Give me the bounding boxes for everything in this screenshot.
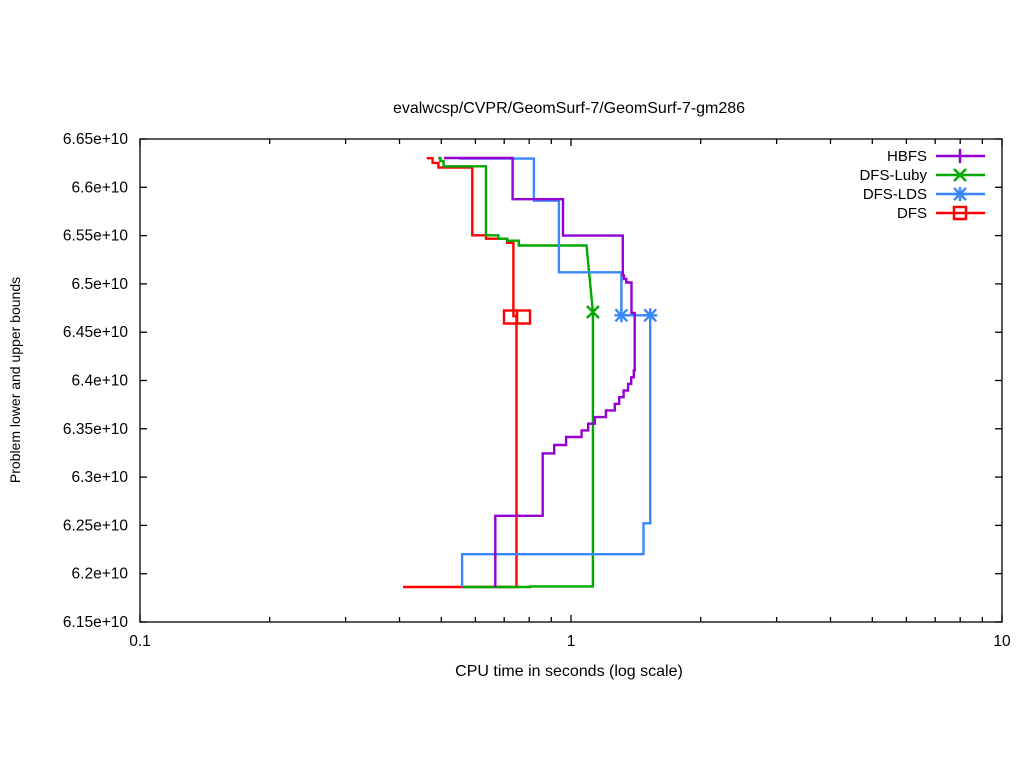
svg-text:6.5e+10: 6.5e+10 [72, 276, 129, 293]
svg-text:6.35e+10: 6.35e+10 [63, 421, 128, 438]
svg-text:6.55e+10: 6.55e+10 [63, 228, 128, 245]
svg-text:6.25e+10: 6.25e+10 [63, 517, 128, 534]
svg-text:6.45e+10: 6.45e+10 [63, 324, 128, 341]
svg-text:0.1: 0.1 [129, 633, 151, 650]
svg-text:1: 1 [567, 633, 576, 650]
svg-text:DFS: DFS [897, 205, 927, 222]
svg-text:6.2e+10: 6.2e+10 [72, 566, 129, 583]
svg-text:10: 10 [993, 633, 1011, 650]
svg-text:DFS-Luby: DFS-Luby [859, 167, 927, 184]
svg-text:6.4e+10: 6.4e+10 [72, 373, 129, 390]
svg-text:6.65e+10: 6.65e+10 [63, 131, 128, 148]
svg-text:Problem lower and upper bounds: Problem lower and upper bounds [7, 277, 23, 483]
svg-text:CPU time in seconds (log scale: CPU time in seconds (log scale) [455, 663, 683, 680]
svg-text:DFS-LDS: DFS-LDS [863, 186, 927, 203]
svg-text:HBFS: HBFS [887, 148, 927, 165]
svg-text:6.15e+10: 6.15e+10 [63, 614, 128, 631]
svg-text:evalwcsp/CVPR/GeomSurf-7/GeomS: evalwcsp/CVPR/GeomSurf-7/GeomSurf-7-gm28… [393, 100, 745, 117]
svg-text:6.6e+10: 6.6e+10 [72, 179, 129, 196]
svg-text:6.3e+10: 6.3e+10 [72, 469, 129, 486]
